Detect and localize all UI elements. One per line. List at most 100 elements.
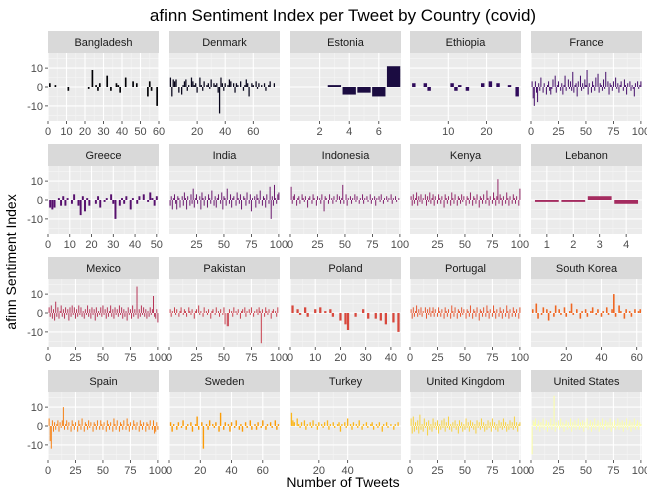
bar — [579, 75, 581, 87]
x-tick-label: 40 — [595, 352, 607, 364]
bar — [482, 313, 484, 317]
bar — [589, 420, 591, 426]
bar — [445, 311, 447, 313]
x-tick-label: 25 — [552, 465, 564, 477]
bar — [345, 426, 347, 428]
bar — [252, 85, 254, 87]
bar — [485, 200, 487, 204]
bar — [199, 77, 201, 87]
bar — [229, 426, 231, 432]
bar — [223, 426, 225, 430]
bar — [546, 309, 548, 313]
bar — [554, 75, 556, 87]
bar — [144, 313, 146, 317]
bar — [440, 313, 442, 317]
bar — [460, 313, 462, 317]
bar — [444, 426, 446, 432]
bar — [499, 194, 501, 200]
bar — [557, 81, 559, 87]
bar — [496, 83, 500, 87]
bar — [623, 313, 626, 319]
bar — [466, 426, 468, 428]
bar — [319, 307, 322, 313]
bar — [117, 85, 120, 87]
bar — [366, 196, 368, 200]
bar — [332, 422, 334, 426]
bar — [424, 307, 426, 313]
bar — [81, 196, 84, 200]
bar — [475, 200, 477, 204]
x-tick-label: 50 — [459, 465, 471, 477]
bar — [616, 87, 618, 89]
bar — [634, 309, 636, 313]
bar — [440, 426, 442, 430]
bar — [491, 418, 493, 426]
x-tick-label: 25 — [69, 352, 81, 364]
bar — [417, 313, 419, 317]
bar — [611, 422, 613, 426]
bar — [637, 311, 640, 313]
bar — [322, 426, 324, 428]
bar — [592, 81, 594, 87]
bar — [549, 311, 552, 313]
facet-label: Denmark — [202, 37, 247, 49]
bar — [172, 79, 174, 87]
bar — [446, 426, 448, 428]
bar — [639, 309, 642, 313]
bar — [177, 422, 180, 426]
bar — [110, 194, 113, 200]
bar — [618, 87, 620, 93]
bar — [428, 420, 430, 426]
bar — [58, 313, 60, 319]
bar — [543, 83, 545, 87]
bar — [609, 83, 611, 87]
x-tick-label: 50 — [151, 239, 163, 251]
bar — [135, 426, 137, 430]
bar — [611, 309, 613, 313]
bar — [77, 200, 80, 206]
bar — [142, 313, 144, 315]
bar — [581, 426, 583, 428]
bar — [223, 87, 225, 91]
bar — [387, 426, 389, 428]
bar — [191, 200, 193, 204]
bar — [450, 313, 452, 319]
bar — [140, 424, 142, 426]
bar — [245, 79, 247, 87]
bar — [241, 200, 243, 210]
bar — [471, 426, 473, 428]
bar — [513, 311, 515, 313]
bar — [533, 422, 535, 426]
bar — [345, 194, 347, 200]
x-tick-label: 2 — [570, 239, 576, 251]
bar — [268, 85, 270, 87]
bar — [432, 194, 434, 200]
bar — [258, 83, 260, 87]
bar — [202, 87, 204, 91]
bar — [148, 81, 151, 87]
bar — [478, 200, 480, 208]
bar — [290, 186, 292, 200]
bar — [545, 87, 547, 95]
x-tick-label: 20 — [334, 352, 346, 364]
bar — [549, 426, 551, 428]
bar — [234, 87, 236, 93]
bar — [188, 307, 190, 313]
bar — [495, 426, 497, 430]
bar — [539, 87, 541, 91]
bar — [539, 426, 541, 432]
bar — [103, 200, 106, 202]
bar — [582, 83, 584, 87]
bar — [323, 200, 325, 212]
bar — [153, 200, 156, 206]
bar — [427, 309, 429, 313]
bar — [374, 196, 376, 200]
bar — [451, 192, 453, 200]
bar — [121, 307, 123, 313]
bar — [100, 420, 102, 426]
bar — [440, 200, 442, 204]
bar — [143, 307, 145, 313]
bar — [58, 426, 60, 432]
bar — [111, 313, 113, 317]
bar — [452, 311, 454, 313]
